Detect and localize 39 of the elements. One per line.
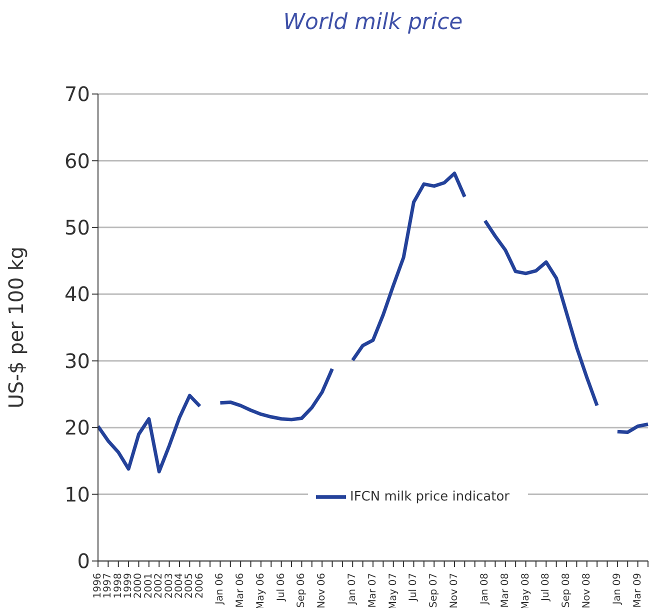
x-tick-label: 2004: [174, 573, 185, 598]
y-tick-label: 0: [77, 549, 90, 574]
x-tick-label: 2001: [143, 573, 154, 598]
y-tick-label: 50: [64, 216, 90, 240]
x-tick-label: Jul 08: [540, 573, 552, 602]
chart-title: World milk price: [282, 10, 464, 35]
x-tick-label: Sep 06: [296, 573, 308, 608]
x-tick-label: Mar 08: [500, 573, 511, 608]
x-tick-label: 1998: [112, 573, 124, 598]
x-tick-label: 2003: [164, 573, 175, 598]
x-tick-label: 2005: [184, 573, 196, 598]
x-tick-label: Mar 06: [235, 573, 246, 608]
x-tick-label: Jul 07: [408, 573, 420, 602]
x-tick-label: Jan 08: [480, 573, 491, 606]
y-tick-label: 10: [64, 482, 90, 506]
x-tick-label: Mar 09: [632, 573, 644, 608]
y-tick-label: 40: [64, 282, 90, 306]
x-tick-label: 1996: [92, 573, 104, 598]
x-tick-label: Nov 08: [581, 573, 592, 608]
x-tick-label: Sep 08: [561, 573, 572, 608]
x-tick-label: Sep 07: [428, 573, 440, 608]
x-tick-label: Mar 07: [368, 573, 378, 608]
x-tick-label: Jul 06: [276, 573, 287, 602]
x-tick-label: Jan 07: [347, 573, 358, 606]
legend-label: IFCN milk price indicator: [350, 490, 510, 505]
y-tick-label: 20: [64, 416, 90, 440]
x-tick-label: 2006: [194, 573, 206, 598]
x-tick-label: 1997: [102, 573, 114, 598]
x-tick-label: Jan 09: [612, 573, 623, 606]
x-tick-label: Nov 07: [448, 573, 460, 608]
x-tick-label: 1999: [123, 573, 134, 598]
y-tick-label: 70: [64, 82, 90, 106]
x-tick-label: 2002: [154, 573, 165, 598]
y-tick-label: 30: [64, 348, 90, 373]
x-tick-label: Nov 06: [316, 573, 328, 608]
x-tick-label: Jan 06: [214, 573, 226, 606]
y-axis-title: US-$ per 100 kg: [4, 246, 28, 409]
y-tick-label: 60: [64, 148, 90, 173]
x-tick-label: 2000: [133, 573, 144, 598]
